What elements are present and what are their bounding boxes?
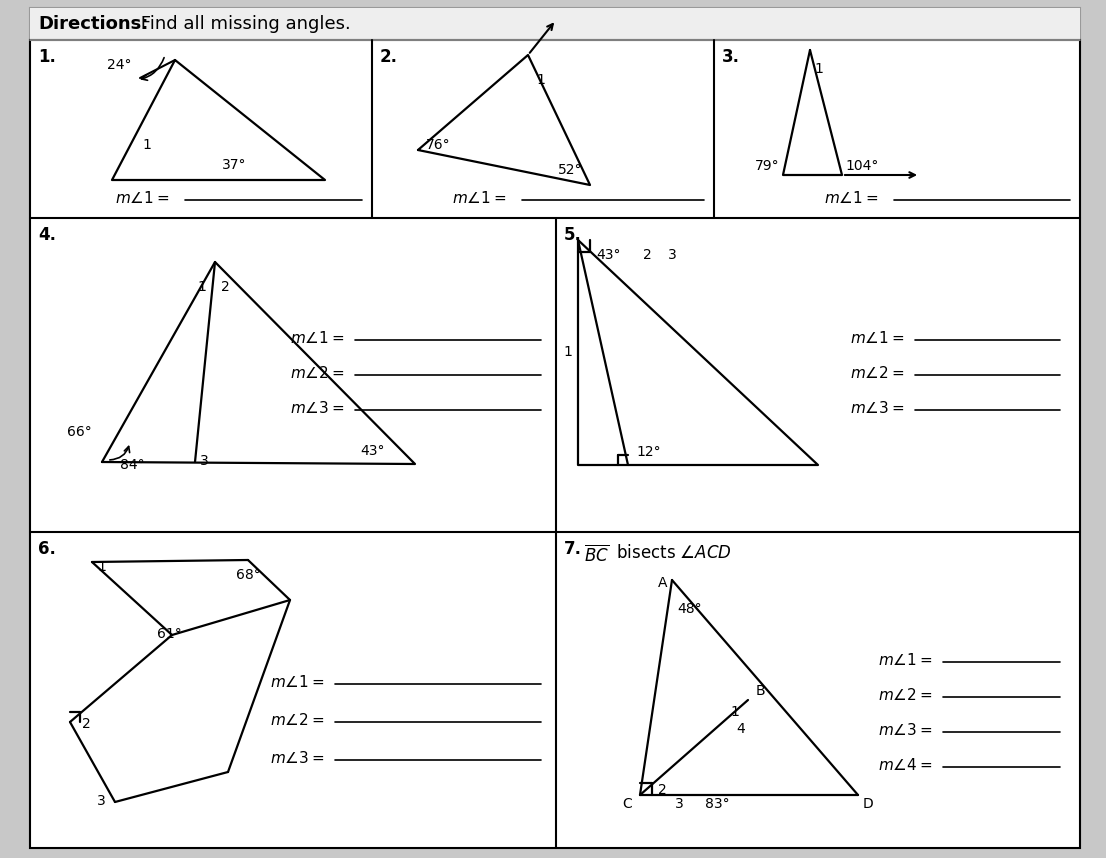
Text: 2: 2 [82,717,91,731]
Text: 68°: 68° [236,568,261,582]
Text: $m\angle 1 =$: $m\angle 1 =$ [452,190,507,206]
FancyBboxPatch shape [30,40,1079,848]
Text: 2: 2 [658,783,667,797]
Text: 76°: 76° [426,138,450,152]
Text: 43°: 43° [596,248,620,262]
Text: $m\angle 2 =$: $m\angle 2 =$ [270,712,324,728]
Text: 1: 1 [142,138,150,152]
Text: 43°: 43° [359,444,385,458]
Text: 61°: 61° [157,627,181,641]
Text: 2: 2 [643,248,651,262]
Text: A: A [658,576,668,590]
Text: 6.: 6. [38,540,56,558]
Text: $m\angle 1 =$: $m\angle 1 =$ [115,190,169,206]
Text: $m\angle 3 =$: $m\angle 3 =$ [290,400,344,416]
Text: 2.: 2. [380,48,398,66]
Text: 3: 3 [668,248,677,262]
Text: B: B [757,684,765,698]
Text: 84°: 84° [119,458,145,472]
Text: $m\angle 3 =$: $m\angle 3 =$ [851,400,905,416]
Text: 1: 1 [814,62,823,76]
Text: 3.: 3. [722,48,740,66]
Text: 79°: 79° [755,159,780,173]
Text: bisects $\angle ACD$: bisects $\angle ACD$ [611,544,732,562]
Text: 3: 3 [97,794,106,808]
Text: $m\angle 2 =$: $m\angle 2 =$ [290,365,344,381]
Text: 3: 3 [675,797,684,811]
Text: 4.: 4. [38,226,56,244]
Text: 24°: 24° [107,58,132,72]
Text: $m\angle 2 =$: $m\angle 2 =$ [878,687,932,703]
Text: 7.: 7. [564,540,582,558]
Text: Directions:: Directions: [38,15,148,33]
Text: 37°: 37° [222,158,247,172]
Text: 2: 2 [221,280,230,294]
FancyBboxPatch shape [30,8,1079,848]
Text: $m\angle 3 =$: $m\angle 3 =$ [878,722,932,738]
Text: 1: 1 [536,73,545,87]
Text: 1: 1 [97,560,106,574]
Text: 104°: 104° [845,159,878,173]
Text: 1: 1 [563,345,572,359]
Text: 66°: 66° [67,425,92,439]
Text: C: C [622,797,632,811]
Text: $m\angle 4 =$: $m\angle 4 =$ [878,757,932,773]
Text: $m\angle 1 =$: $m\angle 1 =$ [270,674,324,690]
Text: $m\angle 1 =$: $m\angle 1 =$ [290,330,344,346]
Text: 48°: 48° [677,602,701,616]
Text: 1: 1 [197,280,206,294]
Text: 1.: 1. [38,48,56,66]
Text: $m\angle 1 =$: $m\angle 1 =$ [824,190,878,206]
Text: 3: 3 [200,454,209,468]
Text: 1: 1 [730,705,739,719]
Text: 52°: 52° [559,163,583,177]
Text: Find all missing angles.: Find all missing angles. [135,15,351,33]
Text: $\overline{BC}$: $\overline{BC}$ [584,544,609,565]
Text: $m\angle 1 =$: $m\angle 1 =$ [878,652,932,668]
Text: $m\angle 3 =$: $m\angle 3 =$ [270,750,324,766]
Text: 12°: 12° [636,445,660,459]
Text: D: D [863,797,874,811]
Text: $m\angle 1 =$: $m\angle 1 =$ [851,330,905,346]
Text: 4: 4 [735,722,744,736]
Text: 5.: 5. [564,226,582,244]
Text: $m\angle 2 =$: $m\angle 2 =$ [851,365,905,381]
Text: 83°: 83° [705,797,730,811]
FancyBboxPatch shape [30,8,1079,40]
